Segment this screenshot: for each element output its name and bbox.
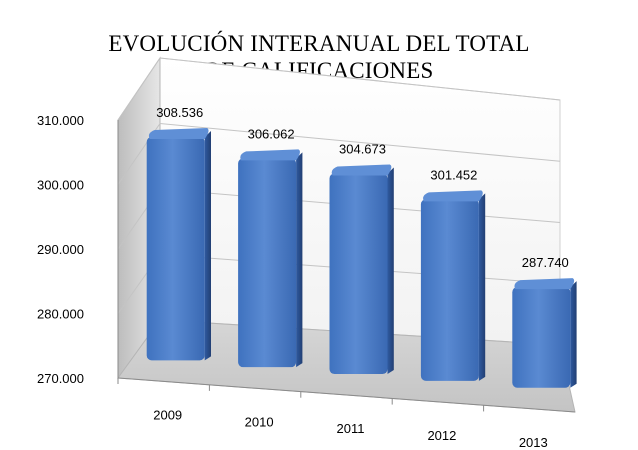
bar-side (570, 281, 577, 388)
bar-side (296, 152, 303, 368)
gridline (117, 57, 561, 121)
data-label: 304.673 (339, 141, 386, 156)
bar-front (146, 136, 205, 361)
bar-top (423, 190, 483, 202)
data-label: 301.452 (430, 167, 477, 182)
bar-side (478, 193, 486, 381)
x-axis-ticks: 2009 2010 2011 2012 2013 (117, 377, 576, 450)
data-label: 308.536 (156, 105, 203, 120)
y-axis-ticks: 270.000 280.000 290.000 300.000 310.000 (37, 113, 119, 386)
bar-front (420, 199, 479, 381)
x-tick-label: 2012 (427, 428, 456, 443)
x-tick-label: 2010 (245, 414, 274, 429)
data-label: 306.062 (248, 126, 295, 141)
bar (329, 164, 394, 375)
y-tick-label: 310.000 (37, 113, 84, 128)
chart-title-line-1: EVOLUCIÓN INTERANUAL DEL TOTAL (108, 31, 530, 56)
y-tick-label: 290.000 (37, 242, 84, 257)
bar-front (329, 173, 388, 375)
bar-top (331, 164, 392, 176)
bar (146, 127, 211, 361)
y-tick-label: 300.000 (37, 178, 84, 193)
bar-top (514, 278, 575, 290)
bar-side (204, 130, 211, 361)
data-label: 287.740 (522, 255, 569, 270)
bar-side (387, 167, 394, 375)
x-axis-line (117, 377, 576, 413)
bar (420, 190, 486, 381)
y-tick-label: 280.000 (37, 307, 84, 322)
bar-top (148, 127, 209, 139)
chart-title: EVOLUCIÓN INTERANUAL DEL TOTAL DE CALIFI… (0, 30, 638, 84)
data-labels: 308.536 306.062 304.673 301.452 287.740 (156, 105, 569, 270)
bar-top (240, 149, 300, 161)
bar-front (238, 158, 297, 368)
x-tick-label: 2009 (153, 407, 182, 422)
x-tick-label: 2011 (337, 421, 365, 436)
bars (146, 127, 577, 388)
bar (512, 278, 577, 388)
bar-front (512, 287, 571, 388)
x-tick-label: 2013 (519, 435, 548, 450)
bar (238, 149, 303, 368)
y-tick-label: 270.000 (37, 371, 84, 386)
gridline (117, 122, 561, 185)
